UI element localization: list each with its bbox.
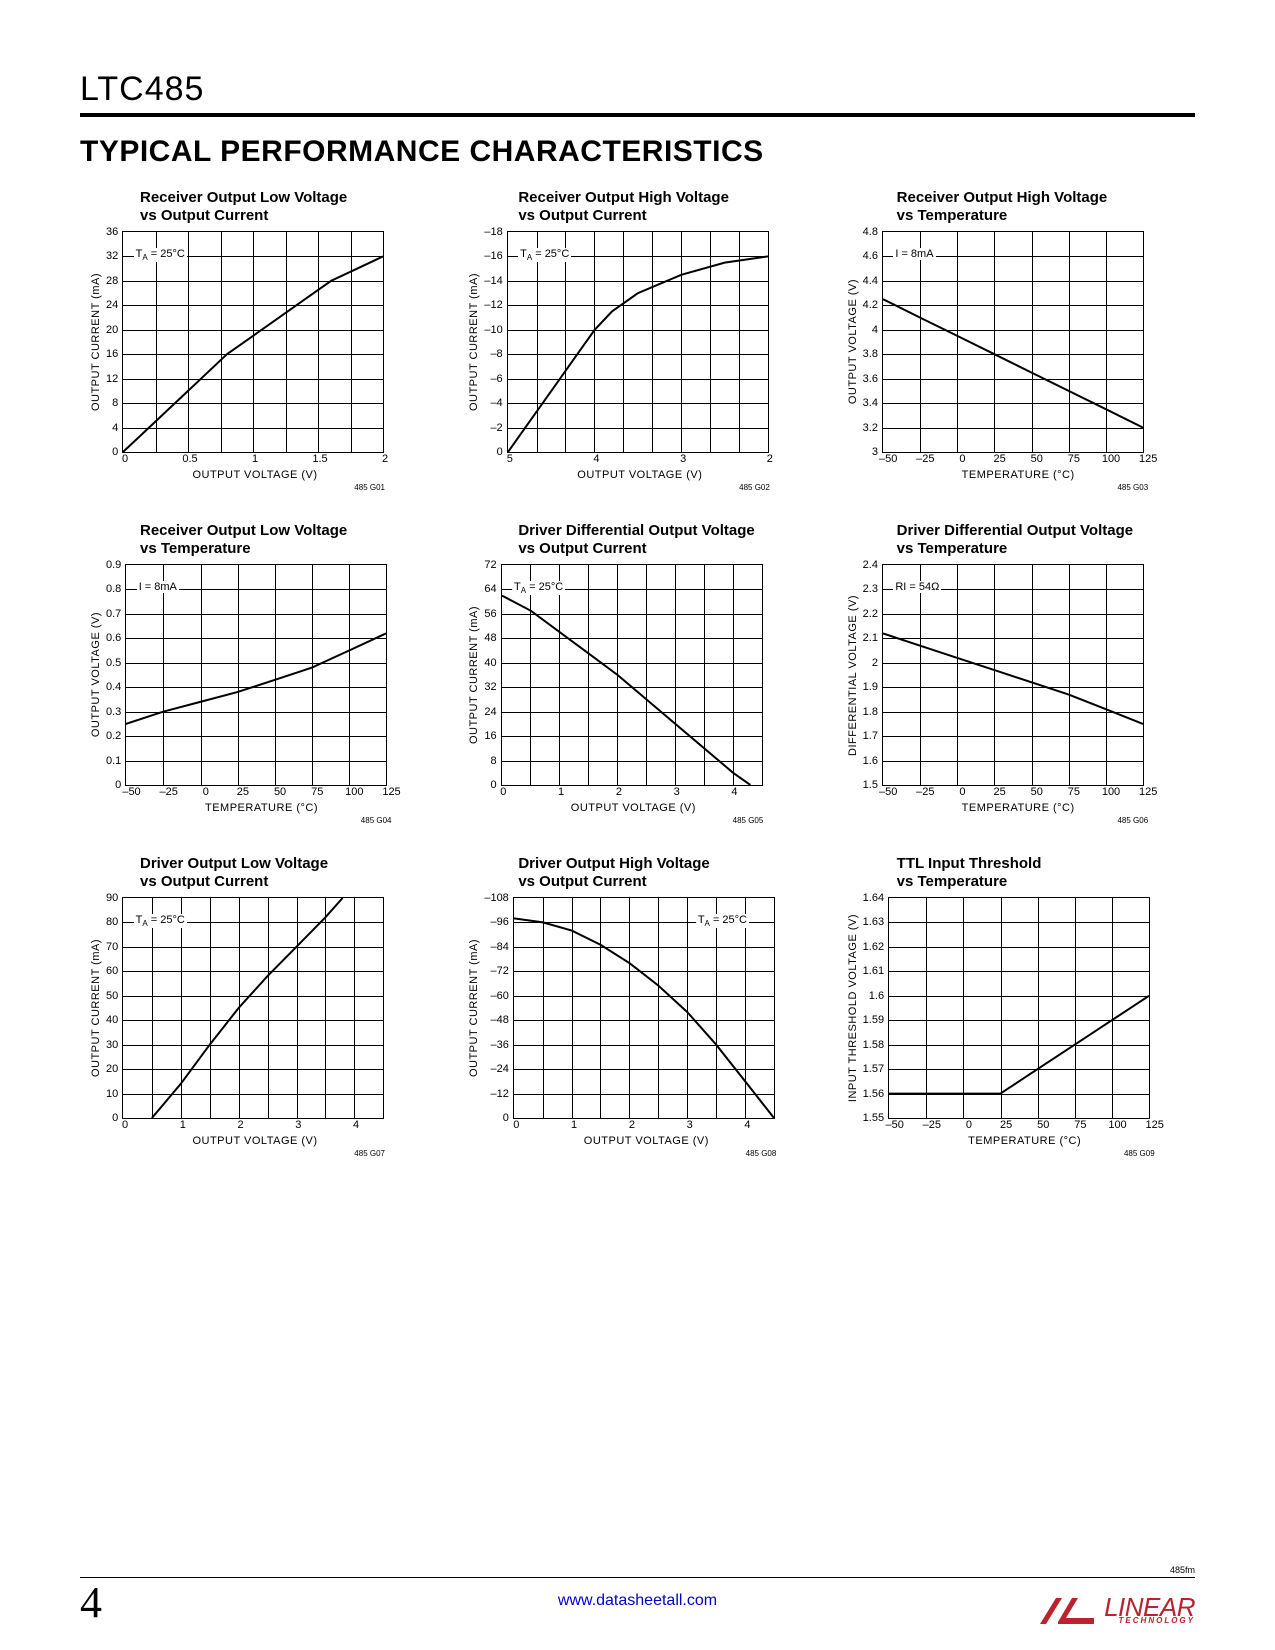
y-axis-label: INPUT THRESHOLD VOLTAGE (V) [847, 914, 859, 1102]
chart-title: Driver Differential Output Voltage vs Te… [897, 522, 1187, 558]
figure-id: 485 G09 [895, 1149, 1155, 1158]
plot-area: TA = 25°C [122, 897, 384, 1119]
figure-id: 485 G03 [888, 483, 1148, 492]
figure-id: 485 G07 [125, 1149, 385, 1158]
y-tick-labels: 4.84.64.44.243.83.63.43.23 [863, 232, 882, 452]
x-axis-label: TEMPERATURE (°C) [895, 1135, 1155, 1147]
chart-annotation: TA = 25°C [134, 914, 187, 928]
y-axis-label: OUTPUT VOLTAGE (V) [90, 612, 102, 737]
doc-id: 485fm [80, 1565, 1195, 1575]
chart-c1: Receiver Output Low Voltage vs Output Cu… [90, 189, 430, 492]
chart-c9: TTL Input Threshold vs Temperature INPUT … [847, 855, 1187, 1158]
x-tick-labels: 01234 [468, 786, 808, 800]
x-tick-labels: 01234 [90, 1119, 430, 1133]
figure-id: 485 G08 [516, 1149, 776, 1158]
header-rule [80, 113, 1195, 117]
x-axis-label: OUTPUT VOLTAGE (V) [125, 469, 385, 481]
x-axis-label: TEMPERATURE (°C) [888, 469, 1148, 481]
chart-annotation: I = 8mA [137, 581, 179, 593]
chart-title: Receiver Output High Voltage vs Output C… [518, 189, 808, 225]
plot-area: TA = 25°C [501, 564, 763, 786]
x-tick-labels: –50–250255075100125 [847, 453, 1187, 467]
x-axis-label: TEMPERATURE (°C) [888, 802, 1148, 814]
chart-title: Receiver Output Low Voltage vs Output Cu… [140, 189, 430, 225]
x-axis-label: OUTPUT VOLTAGE (V) [125, 1135, 385, 1147]
x-axis-label: OUTPUT VOLTAGE (V) [503, 802, 763, 814]
chart-c8: Driver Output High Voltage vs Output Cur… [468, 855, 808, 1158]
plot-area: I = 8mA [882, 231, 1144, 453]
chart-c4: Receiver Output Low Voltage vs Temperatu… [90, 522, 430, 825]
chart-annotation: I = 8mA [893, 248, 935, 260]
y-tick-labels: 726456484032241680 [484, 565, 500, 785]
chart-c5: Driver Differential Output Voltage vs Ou… [468, 522, 808, 825]
chart-c7: Driver Output Low Voltage vs Output Curr… [90, 855, 430, 1158]
y-tick-labels: –108–96–84–72–60–48–36–24–120 [484, 898, 512, 1118]
plot-area: TA = 25°C [122, 231, 384, 453]
figure-id: 485 G01 [125, 483, 385, 492]
chart-annotation: TA = 25°C [512, 581, 565, 595]
y-axis-label: OUTPUT CURRENT (mA) [468, 606, 480, 744]
y-tick-labels: 1.641.631.621.611.61.591.581.571.561.55 [863, 898, 888, 1118]
figure-id: 485 G04 [132, 816, 392, 825]
y-tick-labels: 9080706050403020100 [106, 898, 122, 1118]
figure-id: 485 G06 [888, 816, 1148, 825]
x-tick-labels: 01234 [468, 1119, 808, 1133]
y-tick-labels: 0.90.80.70.60.50.40.30.20.10 [106, 565, 125, 785]
plot-area [888, 897, 1150, 1119]
footer-rule [80, 1577, 1195, 1578]
figure-id: 485 G05 [503, 816, 763, 825]
y-tick-labels: 2.42.32.22.121.91.81.71.61.5 [863, 565, 882, 785]
x-axis-label: OUTPUT VOLTAGE (V) [516, 1135, 776, 1147]
y-tick-labels: –18–16–14–12–10–8–6–4–20 [484, 232, 506, 452]
y-axis-label: OUTPUT CURRENT (mA) [90, 273, 102, 411]
y-axis-label: OUTPUT CURRENT (mA) [468, 939, 480, 1077]
x-tick-labels: 00.511.52 [90, 453, 430, 467]
y-axis-label: OUTPUT CURRENT (mA) [90, 939, 102, 1077]
logo-text-main: LINEAR [1104, 1597, 1195, 1618]
y-axis-label: OUTPUT VOLTAGE (V) [847, 279, 859, 404]
x-tick-labels: –50–250255075100125 [847, 1119, 1187, 1133]
plot-area: TA = 25°C [513, 897, 775, 1119]
x-axis-label: OUTPUT VOLTAGE (V) [510, 469, 770, 481]
x-tick-labels: –50–250255075100125 [90, 786, 430, 800]
y-tick-labels: 36322824201612840 [106, 232, 122, 452]
footer: 485fm www.datasheetall.com 4 LINEAR TECH… [80, 1557, 1195, 1610]
figure-id: 485 G02 [510, 483, 770, 492]
chart-annotation: TA = 25°C [696, 914, 749, 928]
chart-c2: Receiver Output High Voltage vs Output C… [468, 189, 808, 492]
page-number: 4 [80, 1577, 102, 1628]
chart-annotation: RI = 54Ω [893, 581, 941, 593]
chart-title: Driver Output Low Voltage vs Output Curr… [140, 855, 430, 891]
logo-text-sub: TECHNOLOGY [1104, 1618, 1195, 1624]
part-number: LTC485 [80, 70, 1195, 109]
chart-title: Receiver Output Low Voltage vs Temperatu… [140, 522, 430, 558]
plot-area: TA = 25°C [507, 231, 769, 453]
chart-title: Receiver Output High Voltage vs Temperat… [897, 189, 1187, 225]
chart-title: Driver Output High Voltage vs Output Cur… [518, 855, 808, 891]
y-axis-label: OUTPUT CURRENT (mA) [468, 273, 480, 411]
chart-c3: Receiver Output High Voltage vs Temperat… [847, 189, 1187, 492]
chart-c6: Driver Differential Output Voltage vs Te… [847, 522, 1187, 825]
plot-area: RI = 54Ω [882, 564, 1144, 786]
section-title: TYPICAL PERFORMANCE CHARACTERISTICS [80, 135, 1195, 169]
chart-grid: Receiver Output Low Voltage vs Output Cu… [90, 189, 1195, 1158]
x-tick-labels: –50–250255075100125 [847, 786, 1187, 800]
footer-url[interactable]: www.datasheetall.com [80, 1592, 1195, 1610]
chart-title: TTL Input Threshold vs Temperature [897, 855, 1187, 891]
x-tick-labels: 5432 [468, 453, 808, 467]
company-logo: LINEAR TECHNOLOGY [1038, 1594, 1195, 1628]
chart-annotation: TA = 25°C [518, 248, 571, 262]
chart-title: Driver Differential Output Voltage vs Ou… [518, 522, 808, 558]
y-axis-label: DIFFERENTIAL VOLTAGE (V) [847, 595, 859, 756]
x-axis-label: TEMPERATURE (°C) [132, 802, 392, 814]
plot-area: I = 8mA [125, 564, 387, 786]
chart-annotation: TA = 25°C [134, 248, 187, 262]
